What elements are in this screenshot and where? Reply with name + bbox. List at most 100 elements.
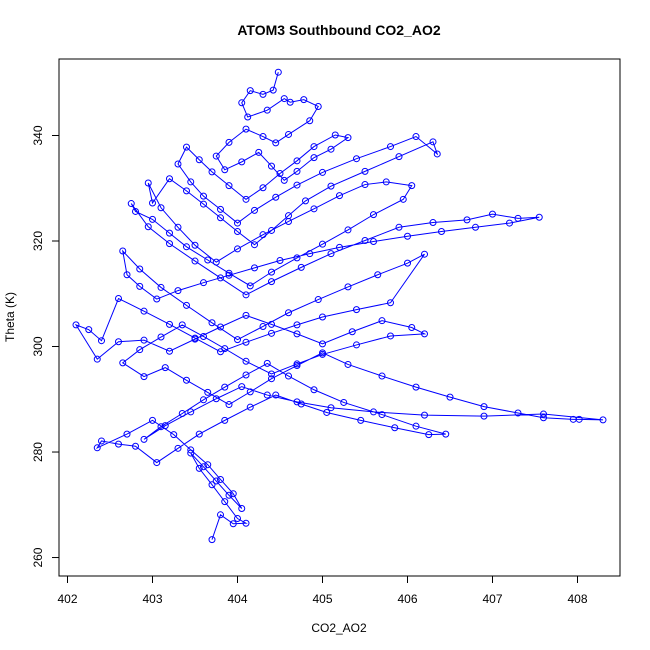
data-point: [535, 213, 543, 221]
data-point: [506, 219, 513, 227]
data-point: [115, 338, 122, 346]
data-point: [378, 317, 386, 325]
data-point: [183, 143, 190, 151]
data-point: [229, 490, 237, 498]
data-point: [149, 416, 156, 424]
data-point: [300, 96, 308, 104]
data-point: [293, 398, 301, 406]
data-point: [212, 152, 220, 160]
data-point: [331, 131, 339, 139]
data-point: [276, 169, 284, 177]
data-point: [327, 250, 335, 258]
data-point: [293, 157, 301, 165]
data-point: [336, 243, 343, 251]
data-point: [115, 440, 122, 448]
data-point: [225, 401, 233, 409]
x-tick-label: 405: [312, 592, 332, 606]
data-point: [200, 279, 207, 287]
data-point: [404, 259, 411, 267]
data-point: [314, 102, 322, 110]
data-point: [221, 383, 229, 391]
data-point: [153, 295, 161, 303]
data-point: [268, 278, 275, 286]
data-point: [187, 408, 195, 416]
data-point: [268, 370, 275, 378]
data-point: [255, 148, 263, 156]
data-point: [183, 376, 190, 384]
data-point: [157, 283, 165, 291]
x-tick-label: 406: [397, 592, 417, 606]
data-point: [115, 295, 122, 303]
data-point: [238, 504, 246, 512]
data-point: [225, 269, 233, 277]
data-point: [293, 362, 301, 370]
data-point: [348, 328, 356, 336]
data-point: [370, 211, 377, 219]
data-point: [153, 459, 161, 467]
data-point: [136, 265, 144, 273]
data-point: [395, 223, 403, 231]
data-point: [370, 408, 377, 416]
data-point: [463, 216, 471, 224]
data-point: [391, 424, 399, 432]
data-point: [306, 117, 314, 125]
data-point: [297, 400, 305, 408]
data-point: [293, 254, 301, 262]
data-point: [195, 156, 203, 164]
data-point: [268, 320, 275, 328]
data-point: [480, 412, 488, 420]
data-point: [242, 291, 250, 299]
data-point: [191, 335, 199, 343]
data-point: [310, 205, 318, 213]
data-point: [378, 411, 386, 419]
data-point: [187, 446, 195, 454]
data-point: [246, 282, 254, 290]
data-point: [319, 240, 326, 248]
data-point: [399, 195, 407, 203]
data-point: [293, 181, 301, 189]
data-point: [187, 449, 195, 457]
data-point: [204, 256, 212, 264]
data-point: [421, 250, 428, 258]
data-point: [319, 349, 326, 357]
data-point: [438, 228, 445, 236]
data-point: [268, 162, 275, 170]
data-point: [174, 223, 182, 231]
data-point: [244, 113, 252, 121]
y-tick-label: 260: [31, 547, 45, 567]
data-point: [208, 481, 216, 489]
data-point: [442, 430, 450, 438]
data-point: [208, 536, 216, 544]
data-point: [166, 320, 173, 328]
data-point: [242, 195, 250, 203]
data-point: [195, 430, 203, 438]
data-point: [302, 197, 309, 205]
series-group: [72, 68, 607, 544]
data-point: [293, 167, 301, 175]
data-point: [200, 200, 207, 208]
data-point: [433, 150, 441, 158]
data-point: [599, 416, 607, 424]
data-point: [344, 283, 352, 291]
data-point: [200, 463, 207, 471]
data-point: [140, 373, 148, 381]
data-point: [374, 271, 382, 279]
data-point: [119, 247, 127, 255]
data-point: [446, 393, 454, 401]
data-point: [412, 383, 420, 391]
data-point: [132, 442, 139, 450]
y-tick-label: 280: [31, 442, 45, 462]
data-point: [221, 416, 229, 424]
data-point: [514, 214, 522, 222]
data-point: [404, 232, 411, 240]
data-point: [540, 414, 547, 422]
data-point: [285, 217, 292, 225]
data-point: [225, 271, 233, 279]
data-point: [234, 219, 241, 227]
x-tick-label: 407: [482, 592, 502, 606]
data-point: [251, 241, 258, 249]
data-point: [161, 422, 169, 430]
data-point: [382, 178, 390, 186]
data-point: [174, 444, 182, 452]
data-point: [259, 322, 267, 330]
